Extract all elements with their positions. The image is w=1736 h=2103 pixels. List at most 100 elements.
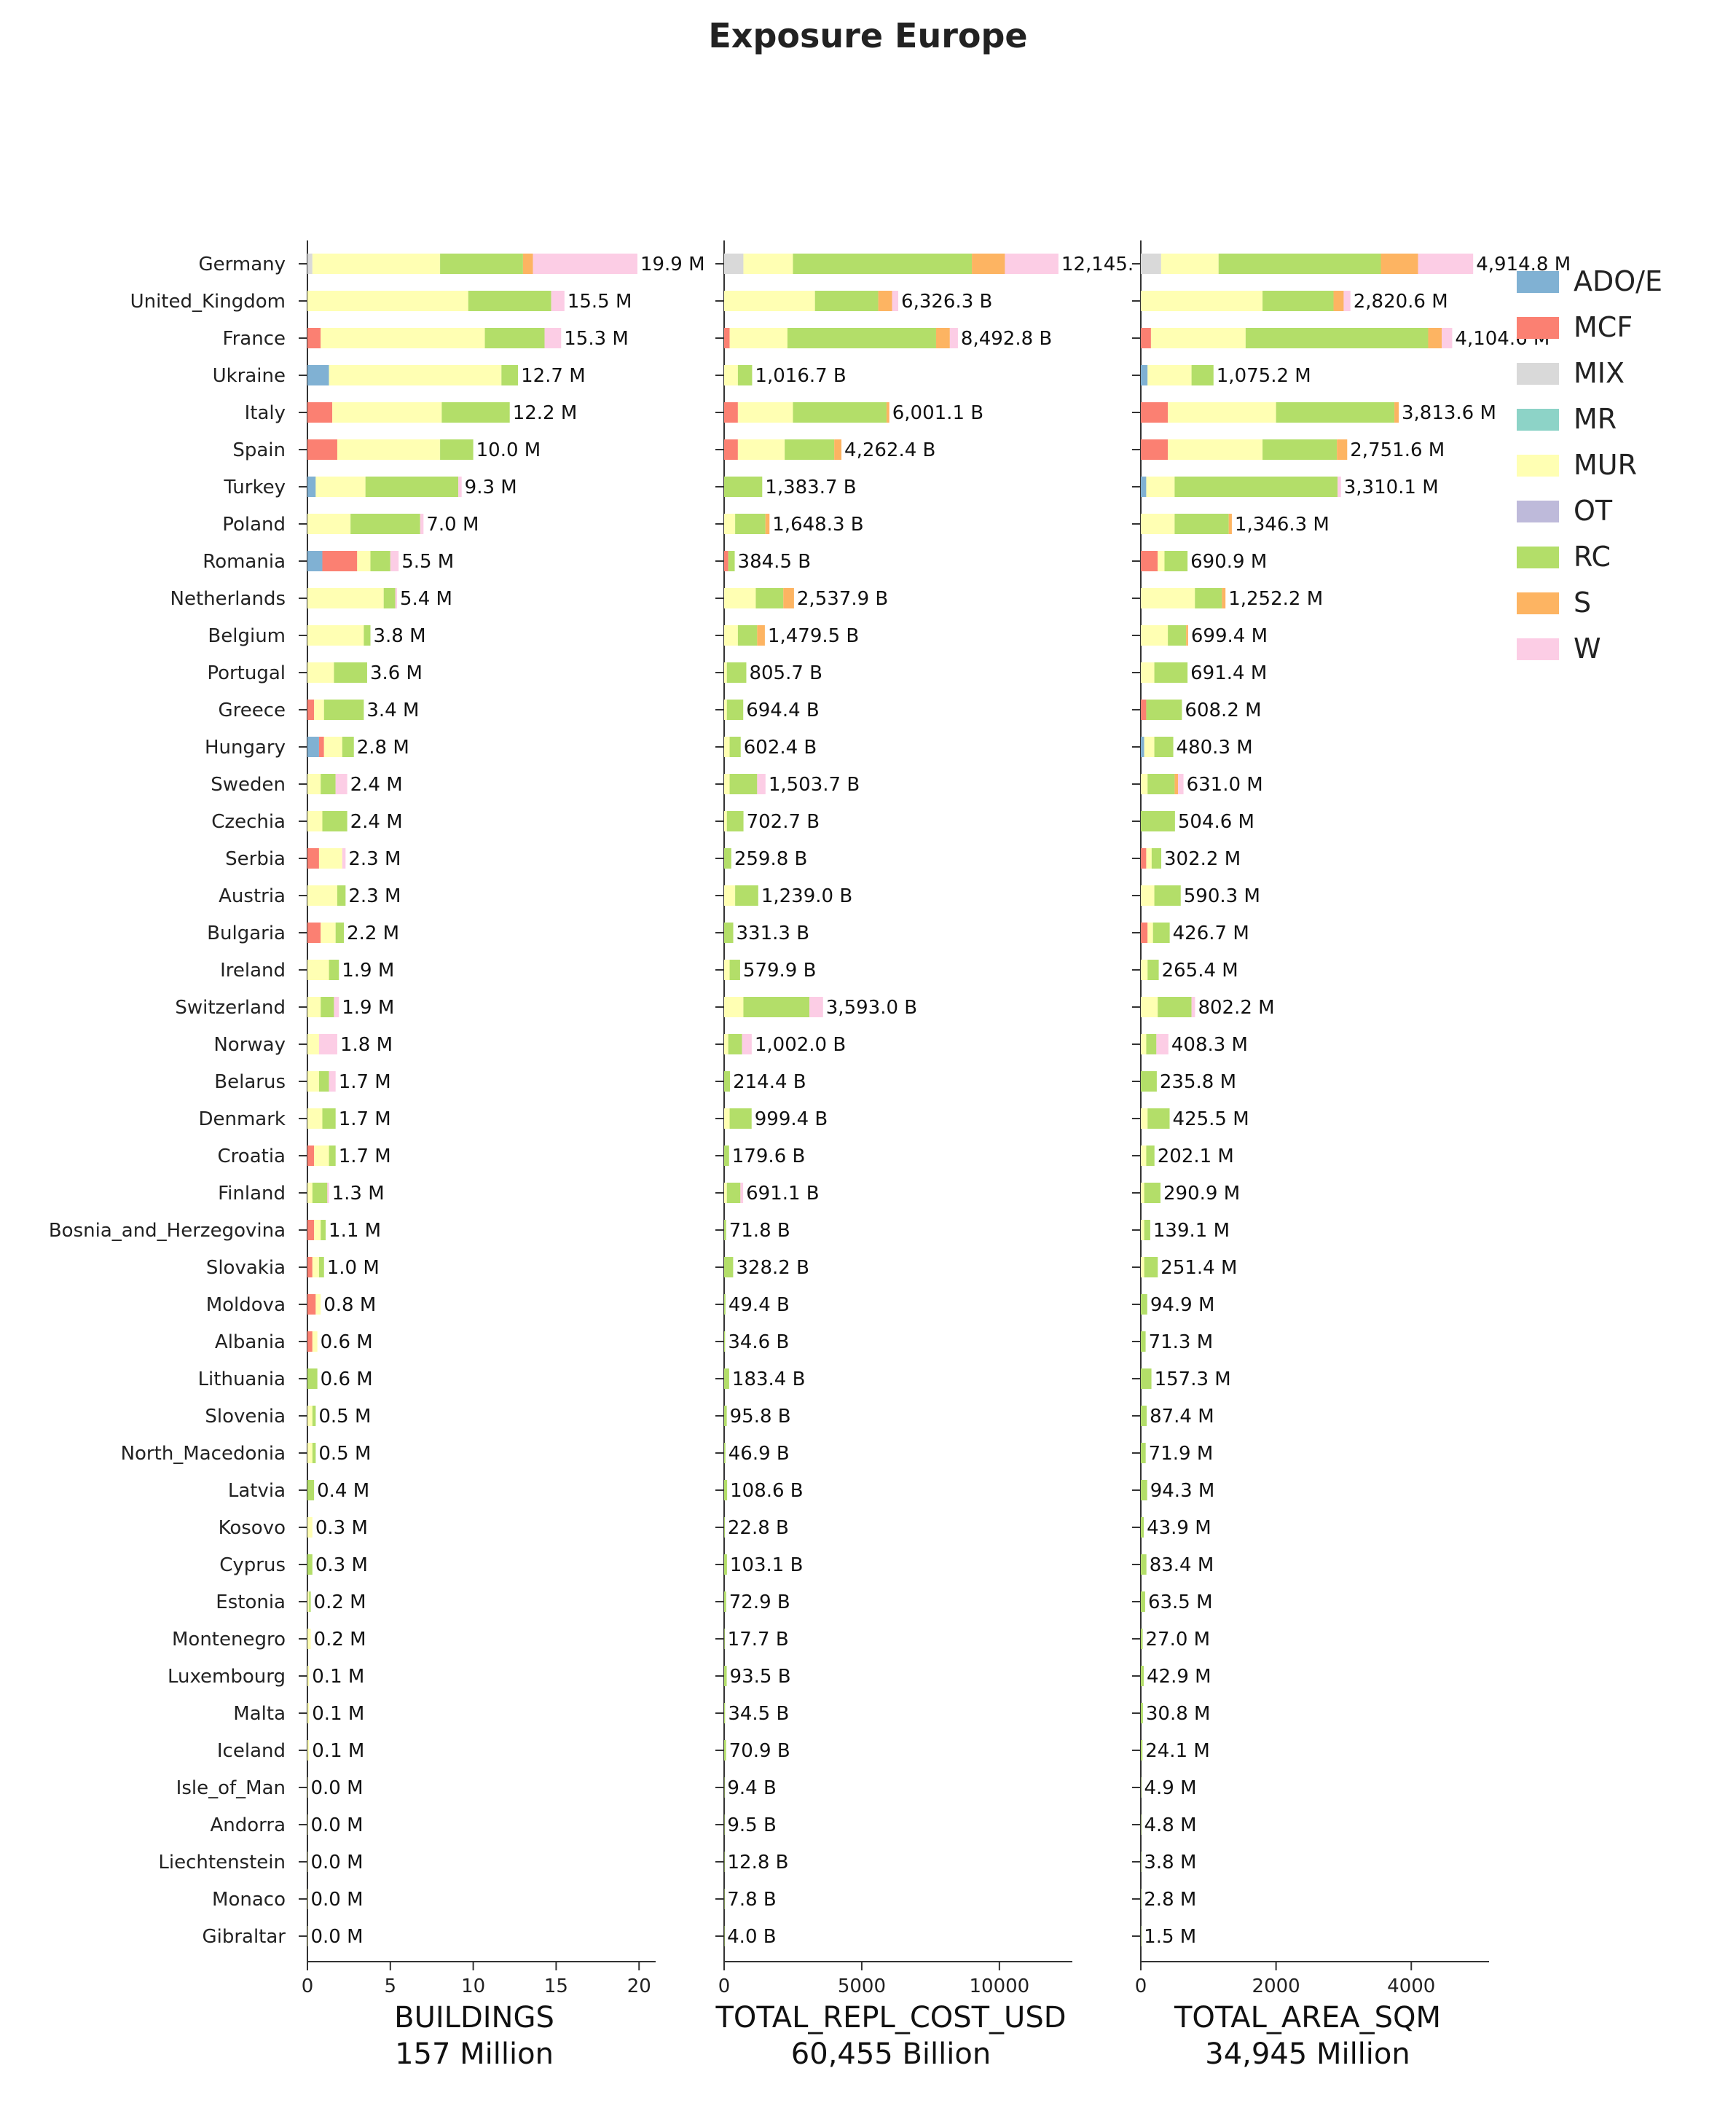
bar-segment bbox=[1174, 774, 1179, 794]
bar-segment bbox=[1141, 923, 1148, 943]
bar-segment bbox=[724, 1740, 726, 1761]
bar-segment bbox=[1262, 439, 1338, 460]
bar-segment bbox=[1141, 1666, 1144, 1686]
bar-segment bbox=[307, 1554, 313, 1575]
bar-segment bbox=[1228, 514, 1232, 534]
bar-value-label: 12.2 M bbox=[513, 402, 578, 424]
bar-value-label: 4.0 B bbox=[727, 1926, 776, 1948]
bar-segment bbox=[724, 1814, 725, 1835]
bar-segment bbox=[1147, 1108, 1170, 1129]
bar-value-label: 3.4 M bbox=[366, 700, 419, 721]
bar-value-label: 179.6 B bbox=[732, 1146, 806, 1167]
bar-segment bbox=[1147, 923, 1153, 943]
bar-value-label: 1,016.7 B bbox=[755, 365, 846, 387]
bar-value-label: 0.0 M bbox=[310, 1926, 363, 1948]
bar-segment bbox=[307, 1146, 315, 1166]
country-label: Cyprus bbox=[219, 1554, 286, 1576]
bar-value-label: 1.1 M bbox=[329, 1220, 381, 1242]
bar-segment bbox=[737, 365, 753, 385]
bar-segment bbox=[329, 960, 339, 980]
legend-swatch bbox=[1517, 363, 1559, 385]
bar-segment bbox=[724, 328, 730, 348]
bar-value-label: 408.3 M bbox=[1171, 1034, 1248, 1056]
bar-value-label: 0.5 M bbox=[318, 1443, 371, 1465]
legend-label: MUR bbox=[1574, 449, 1637, 481]
legend-swatch bbox=[1517, 592, 1559, 614]
bar-segment bbox=[383, 588, 396, 608]
bar-value-label: 0.1 M bbox=[312, 1740, 364, 1762]
bar-segment bbox=[307, 1220, 315, 1240]
bar-segment bbox=[1262, 291, 1334, 311]
bar-segment bbox=[1428, 328, 1442, 348]
bar-segment bbox=[1343, 291, 1351, 311]
bar-segment bbox=[307, 885, 337, 906]
country-label: Bulgaria bbox=[207, 923, 286, 944]
bar-value-label: 15.5 M bbox=[567, 291, 632, 313]
bar-segment bbox=[307, 1108, 323, 1129]
bar-value-label: 1.5 M bbox=[1144, 1926, 1196, 1948]
bar-segment bbox=[1154, 737, 1174, 757]
bar-value-label: 1.8 M bbox=[340, 1034, 393, 1056]
bar-segment bbox=[307, 254, 313, 274]
bar-segment bbox=[886, 402, 889, 423]
bar-segment bbox=[1141, 737, 1144, 757]
bar-value-label: 9.5 B bbox=[727, 1814, 776, 1836]
bar-value-label: 43.9 M bbox=[1147, 1517, 1211, 1539]
bar-segment bbox=[1141, 291, 1263, 311]
bar-value-label: 12.8 B bbox=[727, 1852, 788, 1873]
bar-value-label: 202.1 M bbox=[1158, 1146, 1234, 1167]
bar-segment bbox=[724, 477, 763, 497]
bar-segment bbox=[743, 254, 793, 274]
bar-value-label: 699.4 M bbox=[1191, 625, 1268, 647]
bar-segment bbox=[312, 1406, 316, 1426]
bar-segment bbox=[318, 1257, 324, 1277]
bar-value-label: 259.8 B bbox=[734, 848, 808, 870]
bar-segment bbox=[321, 923, 336, 943]
bar-segment bbox=[949, 328, 958, 348]
bar-value-label: 46.9 B bbox=[728, 1443, 790, 1465]
bar-segment bbox=[329, 365, 502, 385]
bar-segment bbox=[1141, 365, 1148, 385]
country-label: Isle_of_Man bbox=[176, 1777, 286, 1799]
bar-segment bbox=[737, 625, 758, 646]
bar-segment bbox=[724, 1034, 728, 1054]
bar-segment bbox=[1168, 439, 1263, 460]
bar-segment bbox=[1141, 700, 1147, 720]
bar-value-label: 12.7 M bbox=[521, 365, 586, 387]
bar-segment bbox=[395, 588, 397, 608]
bar-segment bbox=[312, 1257, 319, 1277]
country-label: Andorra bbox=[210, 1814, 286, 1836]
bar-segment bbox=[935, 328, 950, 348]
legend-swatch bbox=[1517, 638, 1559, 660]
bar-value-label: 70.9 B bbox=[729, 1740, 790, 1762]
country-label: Greece bbox=[218, 700, 286, 721]
bar-value-label: 1,383.7 B bbox=[765, 477, 856, 498]
bar-value-label: 94.3 M bbox=[1150, 1480, 1215, 1502]
bar-segment bbox=[1144, 1220, 1150, 1240]
bar-segment bbox=[726, 700, 744, 720]
x-tick-label: 0 bbox=[302, 1975, 314, 1997]
bar-value-label: 302.2 M bbox=[1164, 848, 1241, 870]
bar-value-label: 139.1 M bbox=[1153, 1220, 1230, 1242]
bar-value-label: 5.5 M bbox=[401, 551, 454, 573]
bar-segment bbox=[1442, 328, 1453, 348]
bar-segment bbox=[726, 662, 747, 683]
bar-value-label: 1.0 M bbox=[327, 1257, 380, 1279]
country-label: Ukraine bbox=[213, 365, 286, 387]
bar-value-label: 290.9 M bbox=[1163, 1183, 1240, 1205]
bar-segment bbox=[1141, 1183, 1144, 1203]
country-label: Moldova bbox=[206, 1294, 286, 1316]
bar-value-label: 10.0 M bbox=[476, 439, 541, 461]
bar-segment bbox=[1141, 439, 1169, 460]
bar-value-label: 1.7 M bbox=[339, 1071, 391, 1093]
bar-segment bbox=[724, 588, 756, 608]
bar-segment bbox=[309, 1591, 311, 1612]
bar-segment bbox=[551, 291, 565, 311]
bar-value-label: 2.3 M bbox=[348, 885, 401, 907]
bar-segment bbox=[337, 439, 441, 460]
bar-segment bbox=[1141, 477, 1147, 497]
bar-value-label: 63.5 M bbox=[1148, 1591, 1213, 1613]
bar-value-label: 17.7 B bbox=[728, 1629, 789, 1650]
bar-segment bbox=[834, 439, 842, 460]
bar-value-label: 691.4 M bbox=[1190, 662, 1267, 684]
